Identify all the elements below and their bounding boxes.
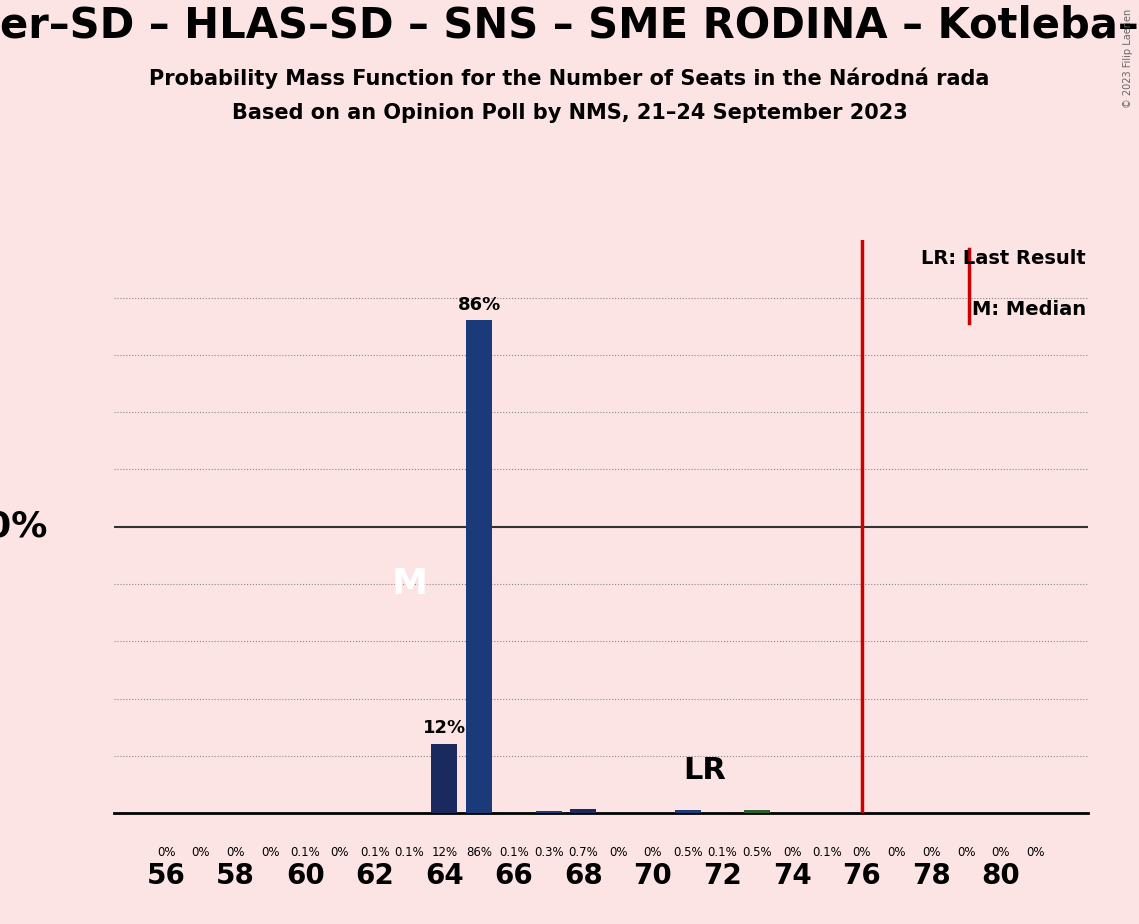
Text: 0%: 0% <box>992 846 1010 859</box>
Bar <box>571 809 597 813</box>
Text: 12%: 12% <box>432 846 458 859</box>
Text: 0%: 0% <box>782 846 802 859</box>
Text: 12%: 12% <box>423 720 466 737</box>
Text: 0.1%: 0.1% <box>499 846 528 859</box>
Bar <box>744 810 770 813</box>
Text: er–SD – HLAS–SD – SNS – SME RODINA – Kotleba–ĽŠ: er–SD – HLAS–SD – SNS – SME RODINA – Kot… <box>0 5 1139 46</box>
Text: 0%: 0% <box>1026 846 1044 859</box>
Text: 0%: 0% <box>330 846 350 859</box>
Text: 0.5%: 0.5% <box>673 846 703 859</box>
Text: 0%: 0% <box>644 846 662 859</box>
Text: 0.1%: 0.1% <box>812 846 842 859</box>
Text: Based on an Opinion Poll by NMS, 21–24 September 2023: Based on an Opinion Poll by NMS, 21–24 S… <box>231 103 908 123</box>
Bar <box>466 321 492 813</box>
Text: 0.1%: 0.1% <box>290 846 320 859</box>
Text: 50%: 50% <box>0 510 48 543</box>
Text: 0%: 0% <box>921 846 941 859</box>
Bar <box>432 745 458 813</box>
Text: 0%: 0% <box>191 846 210 859</box>
Text: 86%: 86% <box>458 296 501 313</box>
Text: 0.7%: 0.7% <box>568 846 598 859</box>
Text: M: Median: M: Median <box>972 300 1085 320</box>
Text: 0%: 0% <box>261 846 280 859</box>
Text: 0%: 0% <box>227 846 245 859</box>
Text: 0.5%: 0.5% <box>743 846 772 859</box>
Text: 0%: 0% <box>852 846 871 859</box>
Text: 0%: 0% <box>957 846 975 859</box>
Text: 0%: 0% <box>157 846 175 859</box>
Text: 0.1%: 0.1% <box>394 846 425 859</box>
Bar <box>535 811 562 813</box>
Text: © 2023 Filip Laenen: © 2023 Filip Laenen <box>1123 9 1133 108</box>
Text: LR: LR <box>683 756 727 784</box>
Text: M: M <box>392 567 427 601</box>
Text: 86%: 86% <box>466 846 492 859</box>
Text: 0.1%: 0.1% <box>360 846 390 859</box>
Text: 0%: 0% <box>887 846 906 859</box>
Text: 0.3%: 0.3% <box>534 846 564 859</box>
Bar <box>674 810 700 813</box>
Text: 0.1%: 0.1% <box>707 846 737 859</box>
Text: 0%: 0% <box>609 846 628 859</box>
Text: Probability Mass Function for the Number of Seats in the Národná rada: Probability Mass Function for the Number… <box>149 67 990 90</box>
Text: LR: Last Result: LR: Last Result <box>921 249 1085 268</box>
